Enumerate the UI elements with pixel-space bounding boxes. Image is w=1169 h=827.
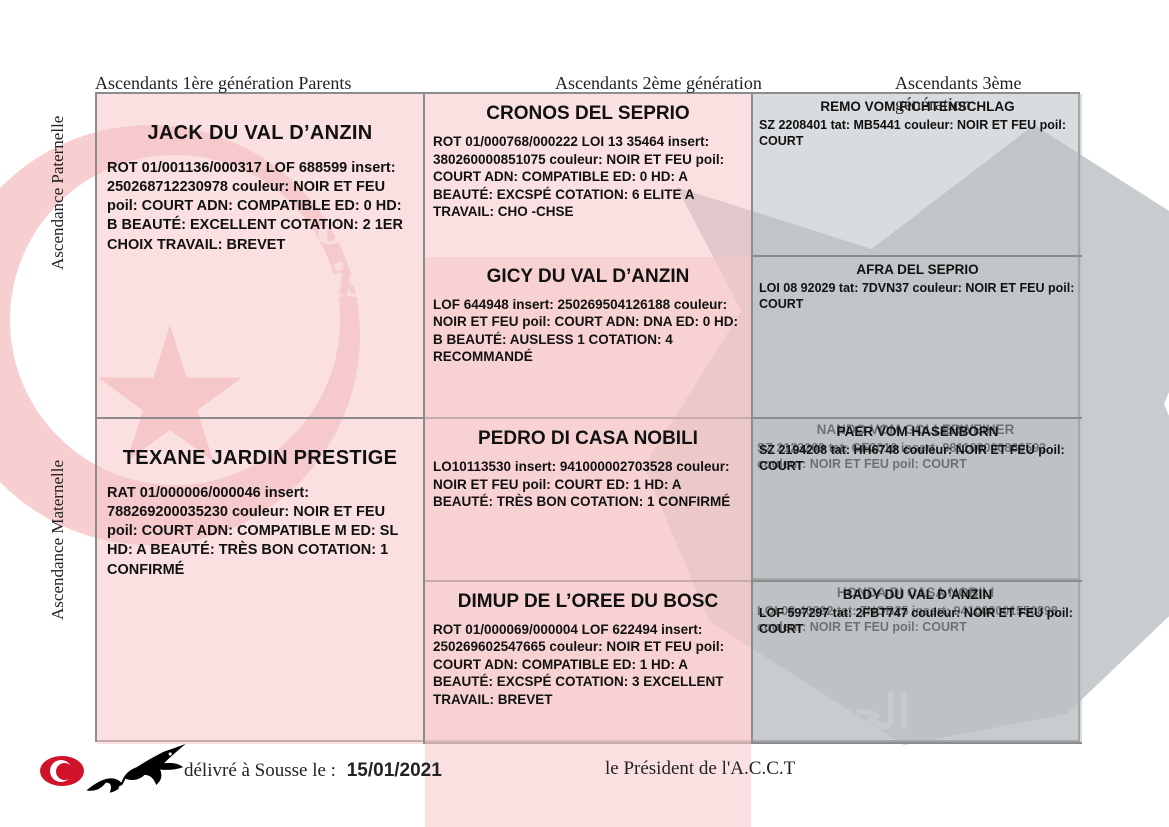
gen2-column: CRONOS DEL SEPRIO ROT 01/000768/000222 L… — [425, 94, 753, 744]
paternal-ascendance-label: Ascendance Paternelle — [48, 244, 68, 270]
gen1-cell-1: TEXANE JARDIN PRESTIGE RAT 01/000006/000… — [97, 419, 423, 744]
document-footer: délivré à Sousse le : 15/01/2021 le Prés… — [40, 740, 1140, 820]
generation-headers: Ascendants 1ère génération Parents Ascen… — [95, 73, 1080, 93]
gen1-details-0: ROT 01/001136/000317 LOF 688599 insert: … — [107, 159, 413, 255]
gen2-name-0: CRONOS DEL SEPRIO — [433, 103, 743, 125]
gen2-name-2: PEDRO DI CASA NOBILI — [433, 428, 743, 450]
gen2-header-label: Ascendants 2ème génération — [555, 73, 762, 94]
gen3-cell-3: BADY DU VAL D’ANZIN LOF 597297 tat: 2FBT… — [753, 582, 1082, 745]
gen1-cell-0: JACK DU VAL D’ANZIN ROT 01/001136/000317… — [97, 94, 423, 419]
gen2-details-2: LO10113530 insert: 941000002703528 coule… — [433, 458, 743, 511]
acct-logo-group — [40, 740, 188, 802]
gen3-cell-0: REMO VOM FICHTENSCHLAG SZ 2208401 tat: M… — [753, 94, 1082, 257]
gen2-details-3: ROT 01/000069/000004 LOF 622494 insert: … — [433, 621, 743, 709]
gen1-name-0: JACK DU VAL D’ANZIN — [107, 122, 413, 145]
gen3-details-0: SZ 2208401 tat: MB5441 couleur: NOIR ET … — [759, 117, 1076, 149]
pedigree-table: JACK DU VAL D’ANZIN ROT 01/001136/000317… — [95, 92, 1080, 742]
maternal-ascendance-label: Ascendance Maternelle — [48, 594, 68, 620]
gen1-column: JACK DU VAL D’ANZIN ROT 01/001136/000317… — [97, 94, 425, 744]
gen1-name-1: TEXANE JARDIN PRESTIGE — [107, 447, 413, 470]
delivered-date-value: 15/01/2021 — [347, 760, 442, 781]
gen3-name-3: BADY DU VAL D’ANZIN — [759, 587, 1076, 602]
pedigree-document: Association ... Tunisienne الجمعية المرك… — [0, 0, 1169, 827]
gen2-name-1: GICY DU VAL D’ANZIN — [433, 266, 743, 288]
delivered-label: délivré à Sousse le : 15/01/2021 — [184, 760, 442, 782]
president-label: le Président de l'A.C.C.T — [605, 758, 795, 780]
gen1-header-label: Ascendants 1ère génération Parents — [95, 73, 351, 94]
gen3-cell-1: AFRA DEL SEPRIO LOI 08 92029 tat: 7DVN37… — [753, 257, 1082, 420]
gen3-name-2: PAER VOM HASENBORN — [759, 424, 1076, 439]
gen3-details-1: LOI 08 92029 tat: 7DVN37 couleur: NOIR E… — [759, 280, 1076, 312]
gen2-details-0: ROT 01/000768/000222 LOI 13 35464 insert… — [433, 133, 743, 221]
gen2-name-3: DIMUP DE L’OREE DU BOSC — [433, 591, 743, 613]
gen3-column: REMO VOM FICHTENSCHLAG SZ 2208401 tat: M… — [753, 94, 1082, 744]
gen3-header-label: Ascendants 3ème génération — [895, 73, 1080, 115]
gen3-details-3: LOF 597297 tat: 2FBT747 couleur: NOIR ET… — [759, 605, 1076, 637]
gen3-cell-2: PAER VOM HASENBORN SZ 2194208 tat: HH674… — [753, 419, 1082, 582]
gen3-details-2: SZ 2194208 tat: HH6748 couleur: NOIR ET … — [759, 442, 1076, 474]
gen2-details-1: LOF 644948 insert: 250269504126188 coule… — [433, 296, 743, 366]
gen3-name-1: AFRA DEL SEPRIO — [759, 262, 1076, 277]
acct-wolf-cat-logo-icon — [78, 740, 188, 802]
gen1-details-1: RAT 01/000006/000046 insert: 78826920003… — [107, 484, 413, 580]
